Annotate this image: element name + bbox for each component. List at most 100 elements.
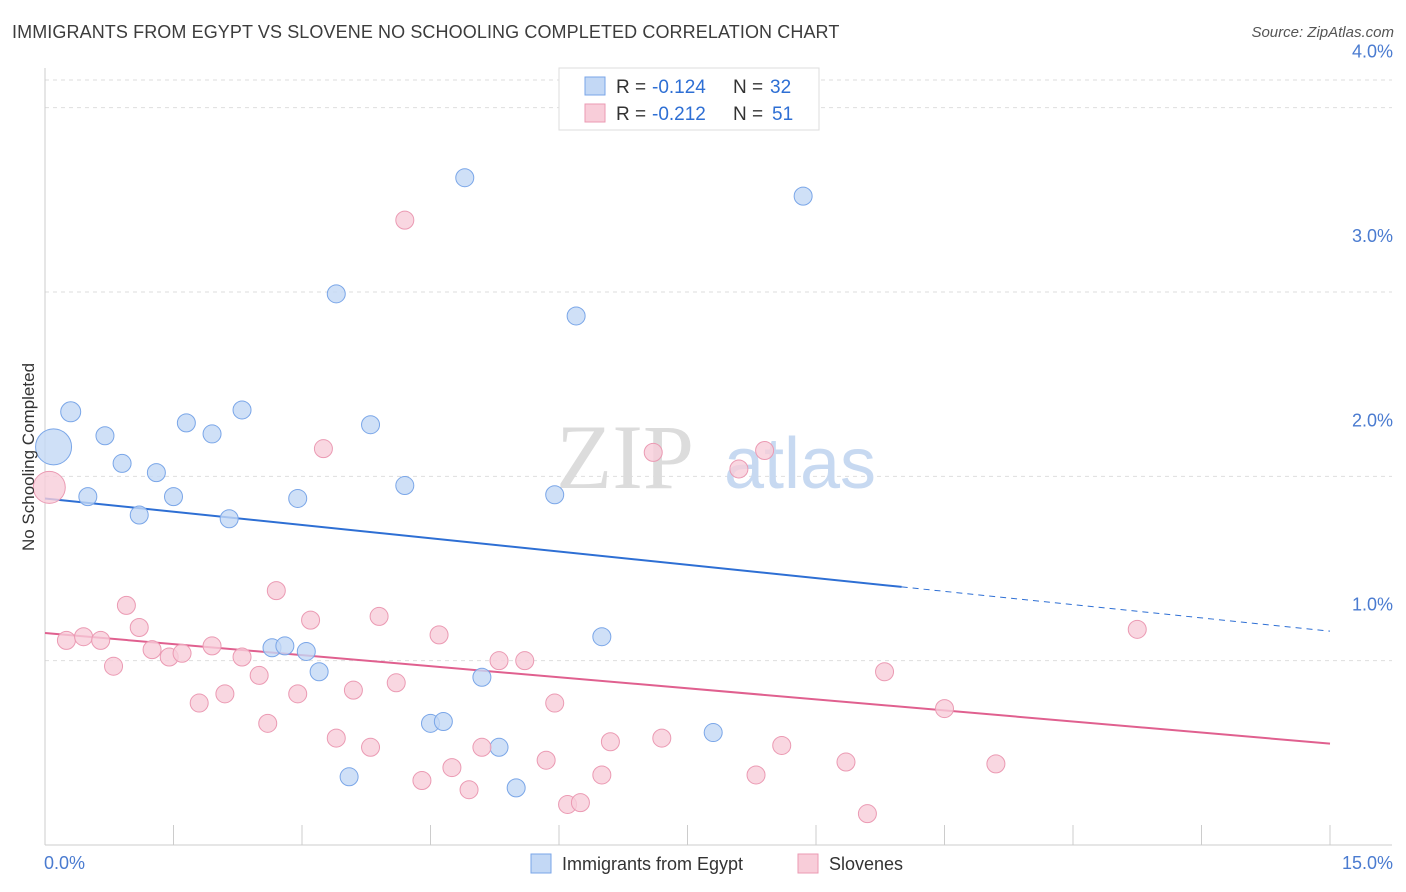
data-point-egypt [472,667,492,687]
data-point-slovenes [172,643,192,663]
data-point-slovenes [515,651,535,671]
data-point-slovenes [249,665,269,685]
data-point-slovenes [266,581,286,601]
data-point-slovenes [129,617,149,637]
legend-r-value-slovenes: -0.212 [652,104,706,125]
y-tick-labels: 1.0% 2.0% 3.0% 4.0% [1352,42,1393,615]
trend-lines [44,497,1331,745]
series-legend-label-slovenes: Slovenes [829,854,903,874]
legend-n-label-egypt: N = [733,77,763,98]
y-tick-label: 2.0% [1352,410,1393,430]
data-point-slovenes [986,754,1006,774]
data-point-slovenes [91,630,111,650]
data-point-slovenes [459,780,479,800]
y-tick-label: 4.0% [1352,42,1393,62]
trend-line-0 [44,497,902,588]
data-point-slovenes [215,684,235,704]
data-point-egypt [129,505,149,525]
data-point-slovenes [369,606,389,626]
data-point-slovenes [74,627,94,647]
data-point-egypt [78,487,98,507]
data-point-slovenes [395,210,415,230]
legend-r-label-slovenes: R = [616,104,646,125]
data-point-slovenes [592,765,612,785]
data-point-egypt [309,662,329,682]
data-point-slovenes [755,441,775,461]
data-point-slovenes [489,651,509,671]
data-point-egypt [176,413,196,433]
data-point-egypt [95,426,115,446]
data-point-slovenes [875,662,895,682]
data-point-slovenes [600,732,620,752]
data-point-egypt [361,415,381,435]
data-point-slovenes [56,630,76,650]
data-point-egypt [395,476,415,496]
data-point-egypt [326,284,346,304]
data-point-slovenes [361,737,381,757]
data-point-egypt [339,767,359,787]
watermark-zip: ZIP [556,406,694,508]
data-point-slovenes [836,752,856,772]
data-points [32,168,1147,824]
chart-title: IMMIGRANTS FROM EGYPT VS SLOVENE NO SCHO… [12,22,840,42]
data-point-egypt [455,168,475,188]
data-point-egypt [545,485,565,505]
series-legend-swatch-egypt [530,853,552,874]
data-point-slovenes [729,459,749,479]
legend-swatch-slovenes [584,103,606,123]
legend-n-label-slovenes: N = [733,104,763,125]
data-point-slovenes [652,728,672,748]
data-point-slovenes [746,765,766,785]
data-point-slovenes [288,684,308,704]
legend-n-value-egypt: 32 [770,77,791,98]
data-point-slovenes [258,713,278,733]
y-tick-label: 3.0% [1352,226,1393,246]
series-legend: Immigrants from Egypt Slovenes [530,853,903,874]
source-label: Source: ZipAtlas.com [1251,24,1394,41]
watermark-atlas: atlas [724,424,876,504]
trend-line-1 [44,632,1331,745]
data-point-slovenes [343,680,363,700]
data-point-slovenes [232,647,252,667]
data-point-egypt [164,487,183,507]
data-point-slovenes [412,770,432,790]
data-point-slovenes [104,656,124,676]
data-point-slovenes [772,735,792,755]
data-point-slovenes [116,595,136,615]
data-point-slovenes [202,636,222,656]
data-point-slovenes [1127,619,1147,639]
data-point-slovenes [313,439,333,459]
data-point-slovenes [472,737,492,757]
data-point-slovenes [857,804,877,824]
x-tick-label-max: 15.0% [1342,853,1393,873]
x-tick-label-min: 0.0% [44,853,85,873]
data-point-slovenes [935,699,954,719]
data-point-egypt [202,424,222,444]
data-point-egypt [296,641,316,661]
stats-legend: R = -0.124 N = 32 R = -0.212 N = 51 [558,67,820,131]
data-point-slovenes [570,793,590,813]
data-point-slovenes [386,673,406,693]
data-point-egypt [60,401,82,423]
grid [45,79,1392,662]
data-point-slovenes [32,470,66,504]
legend-r-value-egypt: -0.124 [652,77,706,98]
data-point-egypt [35,428,73,466]
data-point-slovenes [442,758,462,778]
data-point-slovenes [545,693,565,713]
data-point-egypt [288,488,308,508]
data-point-egypt [275,636,295,656]
data-point-egypt [489,737,509,757]
data-point-egypt [703,723,723,743]
data-point-egypt [793,186,813,206]
data-point-slovenes [142,640,162,660]
y-tick-label: 1.0% [1352,595,1393,615]
data-point-slovenes [429,625,449,645]
y-axis-label: No Schooling Completed [19,363,38,551]
watermark: ZIP atlas [556,406,876,508]
data-point-egypt [146,463,166,483]
series-legend-label-egypt: Immigrants from Egypt [562,854,743,874]
data-point-egypt [219,509,239,529]
legend-n-value-slovenes: 51 [772,104,793,125]
